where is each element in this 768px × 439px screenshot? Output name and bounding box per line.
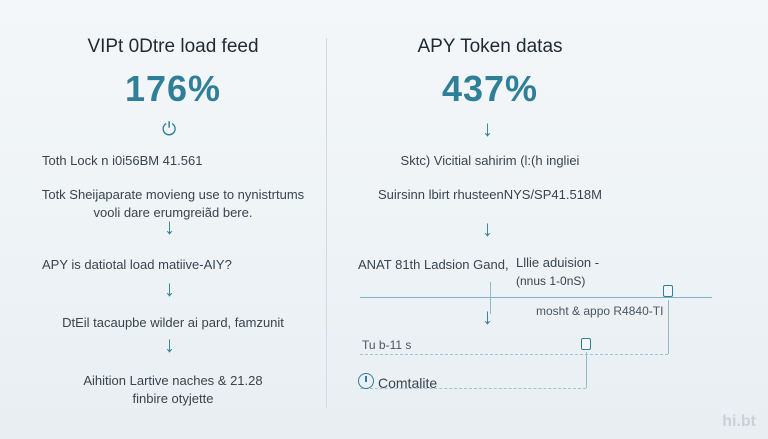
arrow-down-icon: ↓: [482, 304, 493, 329]
right-line-5: Tu b-11 s: [362, 338, 412, 352]
right-line-4: mosht & appo R4840-TI: [536, 304, 664, 318]
arrow-down-icon: ↓: [164, 276, 175, 301]
flow-connector: [490, 282, 491, 314]
arrow-down-icon: ↓: [482, 116, 493, 141]
left-line-5a: Aihition Lartive naches & 21.28: [83, 373, 263, 388]
left-big-value: 176%: [124, 68, 222, 109]
arrow-down-icon: ↓: [164, 332, 175, 357]
left-line-2a: Totk Sheijaparate movieng use to nynistr…: [41, 187, 305, 202]
right-line-3b: Lllie aduision -: [516, 255, 600, 270]
clock-icon: [358, 373, 374, 389]
right-line-3a: ANAT 81th Ladsion Gand,: [358, 257, 509, 272]
flow-line-bottom: [360, 354, 668, 355]
left-line-5b: finbire otyjette: [132, 391, 214, 406]
left-title: VIPt 0Dtre load feed: [87, 36, 259, 57]
right-line-2: Suirsinn lbirt rhusteenNYS/SP41.518M: [377, 187, 602, 202]
right-title: APY Token datas: [417, 36, 563, 57]
right-big-value: 437%: [441, 68, 539, 109]
right-line-1: Sktc) Vicitial sahirim (l:(h ingliei: [400, 153, 580, 168]
arrow-down-icon: ↓: [164, 214, 175, 239]
column-divider: [326, 38, 327, 408]
left-line-3: APY is datiotal load matiive-AIY?: [42, 257, 232, 272]
flow-connector-bottom: [586, 352, 587, 388]
flow-line-top: [360, 297, 712, 298]
node-marker: [581, 338, 591, 350]
footer-label: Comtalite: [378, 375, 438, 391]
left-line-2b: vooli dare erumgreiãd bere.: [93, 205, 253, 220]
left-line-1: Toth Lock n i0i56BM 41.561: [42, 153, 203, 168]
watermark: hi.bt: [722, 413, 756, 430]
flow-line-footer: [360, 388, 586, 389]
left-line-4: DtEil tacaupbe wilder ai pard, famzunit: [62, 315, 284, 330]
node-marker: [663, 285, 673, 297]
right-line-3c: (nnus 1-0nS): [516, 274, 586, 288]
arrow-down-icon: ↓: [482, 216, 493, 241]
flow-connector-right: [668, 300, 669, 354]
power-icon: ⏻: [162, 119, 177, 139]
